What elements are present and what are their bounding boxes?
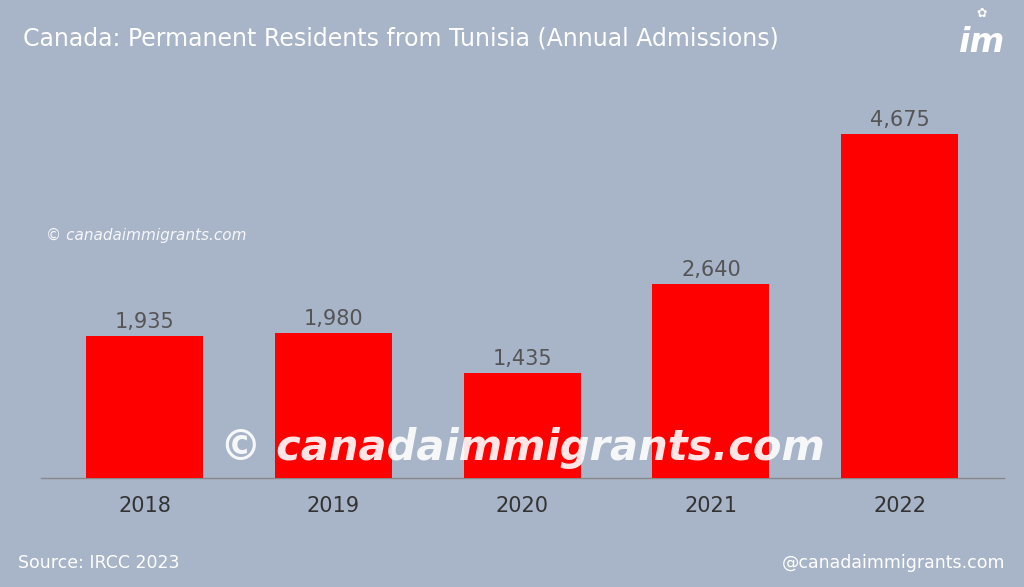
Text: 2018: 2018 xyxy=(119,496,171,516)
Bar xyxy=(275,333,392,478)
Text: Canada: Permanent Residents from Tunisia (Annual Admissions): Canada: Permanent Residents from Tunisia… xyxy=(23,26,778,50)
Text: im: im xyxy=(958,26,1006,59)
Text: 1,935: 1,935 xyxy=(115,312,175,332)
Text: ✿: ✿ xyxy=(977,8,987,21)
Bar xyxy=(841,134,958,478)
Text: 2022: 2022 xyxy=(873,496,927,516)
Text: 2,640: 2,640 xyxy=(681,260,740,280)
Text: 4,675: 4,675 xyxy=(869,110,930,130)
Text: 1,435: 1,435 xyxy=(493,349,552,369)
Text: 2021: 2021 xyxy=(684,496,737,516)
Text: @canadaimmigrants.com: @canadaimmigrants.com xyxy=(782,554,1006,572)
Text: © canadaimmigrants.com: © canadaimmigrants.com xyxy=(46,228,247,243)
Bar xyxy=(86,336,204,478)
Text: © canadaimmigrants.com: © canadaimmigrants.com xyxy=(220,427,824,469)
Text: 2019: 2019 xyxy=(307,496,360,516)
Text: 1,980: 1,980 xyxy=(304,309,364,329)
Text: 2020: 2020 xyxy=(496,496,549,516)
Bar xyxy=(652,284,769,478)
Text: Source: IRCC 2023: Source: IRCC 2023 xyxy=(18,554,180,572)
Bar xyxy=(464,373,581,478)
